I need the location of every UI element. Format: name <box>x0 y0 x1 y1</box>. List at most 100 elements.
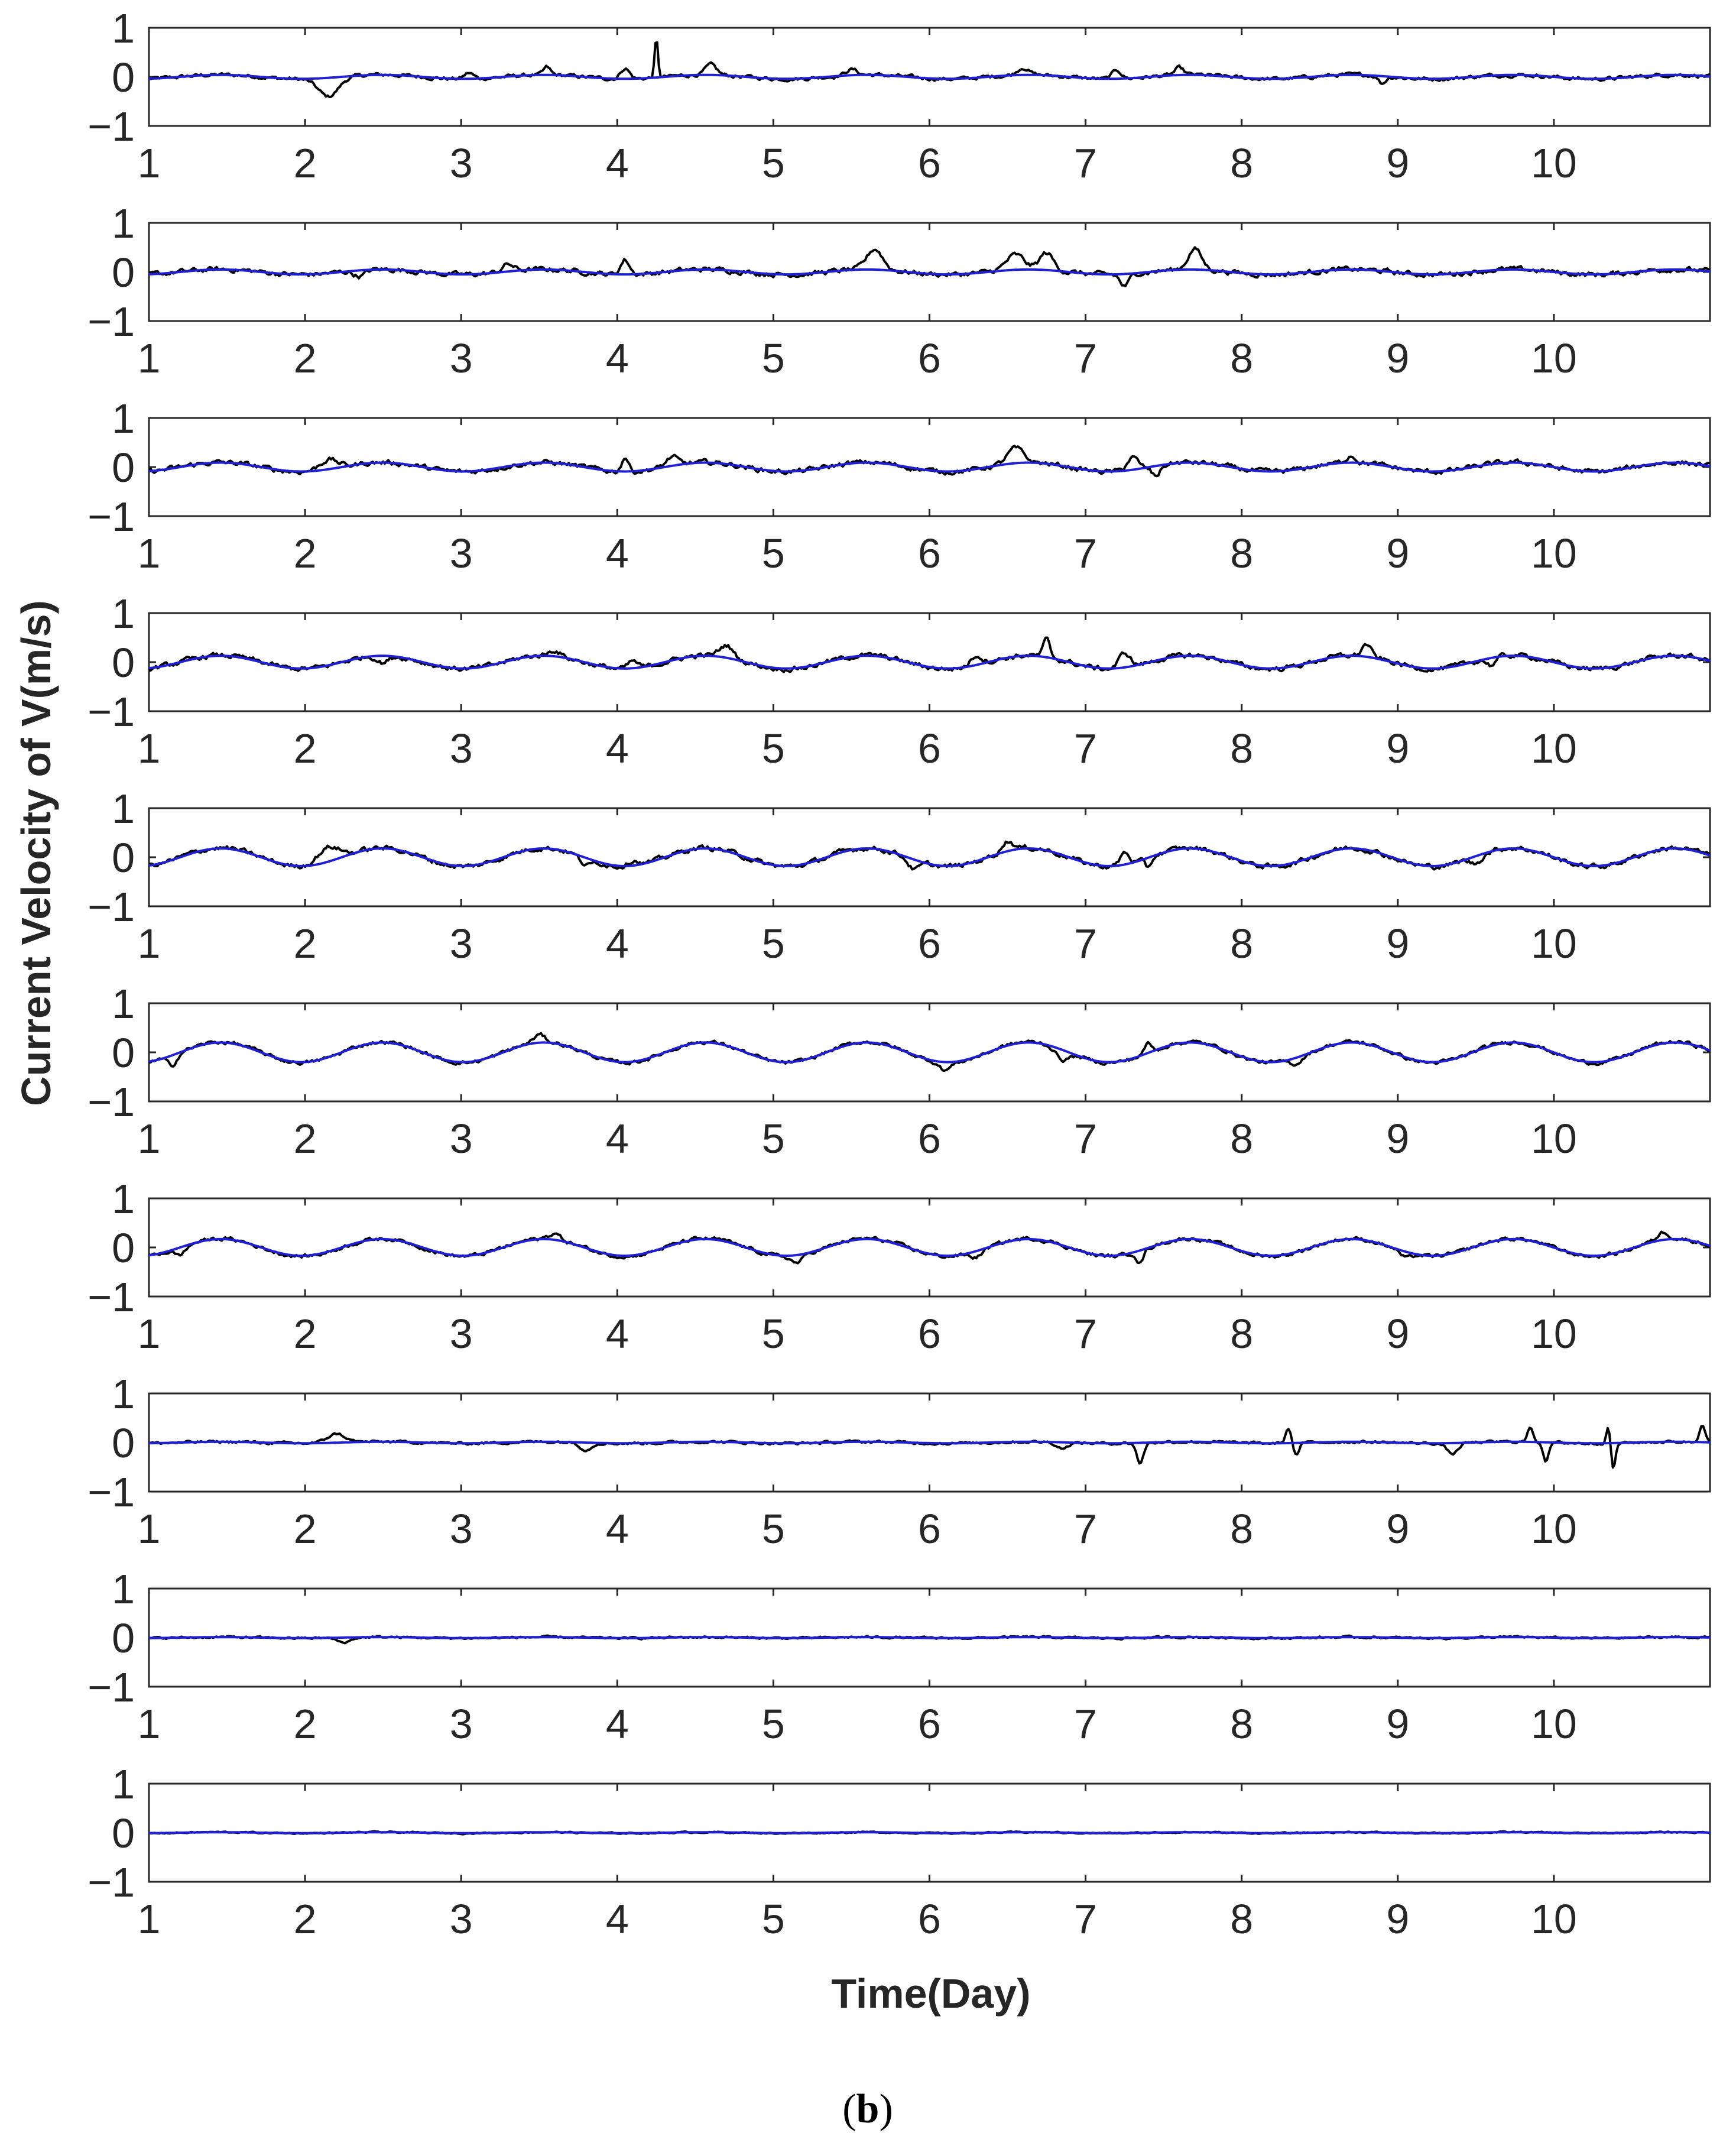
x-tick-label: 2 <box>294 1701 317 1747</box>
x-tick-label: 9 <box>1386 1116 1409 1162</box>
x-tick-label: 6 <box>918 920 941 967</box>
x-tick-label: 7 <box>1074 530 1097 576</box>
x-tick-label: 2 <box>294 920 317 967</box>
x-tick-label: 9 <box>1386 725 1409 772</box>
y-tick-label: 0 <box>112 249 135 296</box>
y-axis-label: Current Velocity of V(m/s) <box>13 600 59 1106</box>
x-tick-label: 1 <box>138 1506 161 1552</box>
y-tick-label: −1 <box>87 299 135 345</box>
x-tick-label: 4 <box>606 1506 629 1552</box>
y-tick-label: 0 <box>112 640 135 686</box>
x-tick-label: 4 <box>606 530 629 576</box>
y-tick-label: 1 <box>112 591 135 637</box>
x-tick-label: 5 <box>762 1896 785 1942</box>
y-tick-label: 1 <box>112 786 135 832</box>
x-tick-label: 7 <box>1074 725 1097 772</box>
y-tick-label: −1 <box>87 1859 135 1905</box>
x-tick-label: 6 <box>918 530 941 576</box>
x-tick-label: 4 <box>606 1116 629 1162</box>
y-tick-label: −1 <box>87 689 135 735</box>
x-tick-label: 1 <box>138 1701 161 1747</box>
y-tick-label: −1 <box>87 1469 135 1515</box>
x-tick-label: 5 <box>762 530 785 576</box>
y-tick-label: −1 <box>87 1664 135 1710</box>
x-tick-label: 3 <box>450 1506 473 1552</box>
x-tick-label: 8 <box>1230 530 1253 576</box>
x-tick-label: 10 <box>1531 1701 1577 1747</box>
x-tick-label: 6 <box>918 1896 941 1942</box>
y-tick-label: −1 <box>87 884 135 930</box>
y-tick-label: 1 <box>112 1371 135 1417</box>
x-tick-label: 6 <box>918 1701 941 1747</box>
x-tick-label: 9 <box>1386 140 1409 186</box>
x-tick-label: 6 <box>918 335 941 381</box>
model-series-line <box>149 1041 1710 1064</box>
x-tick-label: 6 <box>918 1506 941 1552</box>
x-tick-label: 7 <box>1074 335 1097 381</box>
x-tick-label: 1 <box>138 530 161 576</box>
y-tick-label: 0 <box>112 835 135 881</box>
x-tick-label: 3 <box>450 140 473 186</box>
y-tick-label: 1 <box>112 981 135 1027</box>
x-tick-label: 10 <box>1531 1896 1577 1942</box>
x-tick-label: 4 <box>606 1311 629 1357</box>
model-series-line <box>149 654 1710 670</box>
x-tick-label: 7 <box>1074 1701 1097 1747</box>
x-tick-label: 4 <box>606 1701 629 1747</box>
y-tick-label: −1 <box>87 1274 135 1320</box>
x-tick-label: 10 <box>1531 1116 1577 1162</box>
x-tick-label: 3 <box>450 1701 473 1747</box>
x-tick-label: 8 <box>1230 1506 1253 1552</box>
x-tick-label: 5 <box>762 1506 785 1552</box>
x-tick-label: 6 <box>918 1116 941 1162</box>
model-series-line <box>149 847 1710 867</box>
y-tick-label: 1 <box>112 200 135 247</box>
y-tick-label: 0 <box>112 1225 135 1271</box>
x-tick-label: 3 <box>450 1311 473 1357</box>
x-tick-label: 4 <box>606 725 629 772</box>
x-tick-label: 1 <box>138 1896 161 1942</box>
x-tick-label: 7 <box>1074 1116 1097 1162</box>
x-tick-label: 8 <box>1230 1896 1253 1942</box>
x-tick-label: 6 <box>918 140 941 186</box>
y-tick-label: 0 <box>112 1420 135 1466</box>
x-tick-label: 3 <box>450 530 473 576</box>
x-tick-label: 9 <box>1386 1701 1409 1747</box>
subplot-frame <box>148 1002 1711 1103</box>
x-tick-label: 1 <box>138 140 161 186</box>
x-tick-label: 10 <box>1531 1311 1577 1357</box>
model-series-line <box>149 1636 1710 1639</box>
x-tick-label: 3 <box>450 920 473 967</box>
x-tick-label: 2 <box>294 1506 317 1552</box>
x-tick-label: 8 <box>1230 1116 1253 1162</box>
x-tick-label: 1 <box>138 1116 161 1162</box>
x-tick-label: 1 <box>138 1311 161 1357</box>
x-tick-label: 2 <box>294 1116 317 1162</box>
x-tick-label: 5 <box>762 1116 785 1162</box>
x-tick-label: 10 <box>1531 140 1577 186</box>
y-tick-label: −1 <box>87 1079 135 1125</box>
y-tick-label: 0 <box>112 54 135 101</box>
x-tick-label: 8 <box>1230 140 1253 186</box>
y-tick-label: 1 <box>112 1566 135 1612</box>
model-series-line <box>149 73 1710 80</box>
model-series-line <box>149 1440 1710 1445</box>
x-tick-label: 9 <box>1386 1896 1409 1942</box>
x-tick-label: 1 <box>138 725 161 772</box>
x-tick-label: 6 <box>918 725 941 772</box>
y-tick-label: 0 <box>112 445 135 491</box>
x-tick-label: 4 <box>606 335 629 381</box>
x-tick-label: 3 <box>450 1896 473 1942</box>
x-tick-label: 9 <box>1386 1506 1409 1552</box>
y-tick-label: 1 <box>112 1176 135 1222</box>
x-tick-label: 10 <box>1531 530 1577 576</box>
x-tick-label: 2 <box>294 335 317 381</box>
x-axis-label: Time(Day) <box>831 1970 1030 2017</box>
x-tick-label: 7 <box>1074 1506 1097 1552</box>
y-tick-label: −1 <box>87 494 135 540</box>
x-tick-label: 9 <box>1386 1311 1409 1357</box>
